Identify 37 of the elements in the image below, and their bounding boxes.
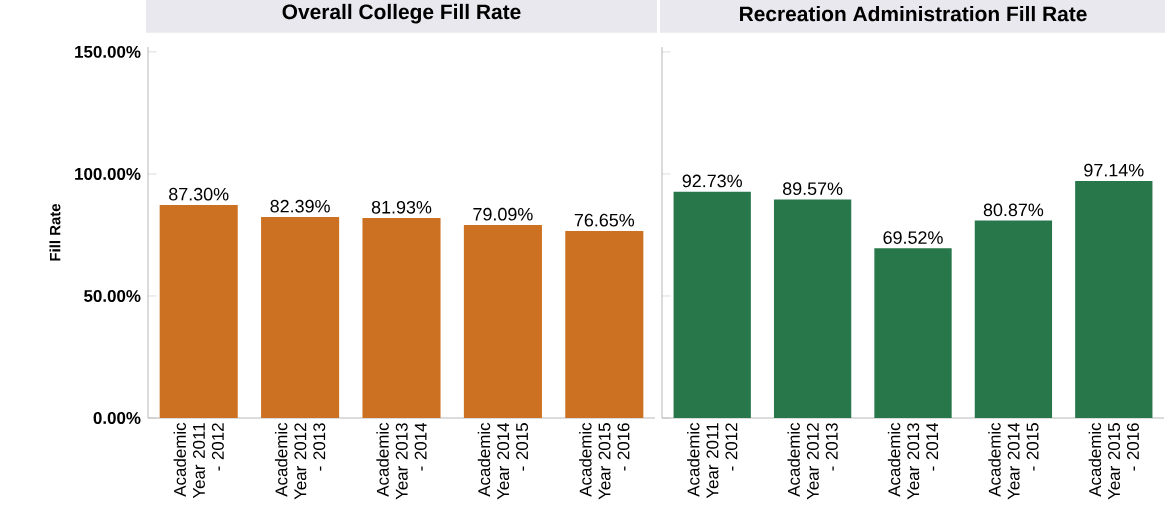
bar: [874, 248, 952, 418]
y-tick-label: 0.00%: [93, 412, 141, 424]
data-label: 69.52%: [883, 231, 943, 244]
y-tick-label: 100.00%: [75, 167, 141, 180]
x-tick-label: Academic Year 2015 - 2016: [579, 422, 630, 500]
x-tick-label: Academic Year 2011 - 2012: [687, 422, 738, 499]
data-label: 97.14%: [1084, 163, 1144, 177]
x-tick-label: Academic Year 2013 - 2014: [887, 422, 939, 500]
bar: [974, 220, 1053, 418]
bar: [773, 199, 852, 418]
data-label: 89.57%: [782, 182, 843, 196]
x-tick-label: Academic Year 2011 - 2012: [173, 422, 224, 499]
y-tick-label: 150.00%: [75, 45, 141, 58]
bar: [261, 216, 340, 418]
x-tick-label: Academic Year 2014 - 2015: [477, 422, 529, 500]
data-label: 81.93%: [371, 200, 432, 214]
bar: [159, 204, 238, 418]
data-label: 82.39%: [270, 199, 330, 213]
x-tick-label: Academic Year 2014 - 2015: [988, 422, 1039, 500]
data-label: 79.09%: [473, 207, 533, 221]
data-label: 92.73%: [682, 174, 742, 188]
x-tick-label: Academic Year 2015 - 2016: [1088, 422, 1139, 500]
y-axis-title: Fill Rate: [49, 203, 61, 261]
bar: [673, 191, 751, 418]
bar: [1075, 180, 1153, 418]
bar: [362, 218, 441, 418]
chart-title: Recreation Administration Fill Rate: [740, 5, 1087, 22]
data-label: 87.30%: [169, 187, 229, 201]
bar: [463, 224, 542, 418]
x-tick-label: Academic Year 2012 - 2013: [274, 422, 326, 500]
chart-title: Overall College Fill Rate: [282, 3, 521, 24]
data-label: 76.65%: [574, 213, 635, 227]
data-label: 80.87%: [983, 203, 1044, 217]
y-tick-label: 50.00%: [84, 289, 141, 302]
bar: [565, 230, 644, 418]
x-tick-label: Academic Year 2012 - 2013: [787, 422, 838, 500]
x-tick-label: Academic Year 2013 - 2014: [376, 422, 427, 500]
